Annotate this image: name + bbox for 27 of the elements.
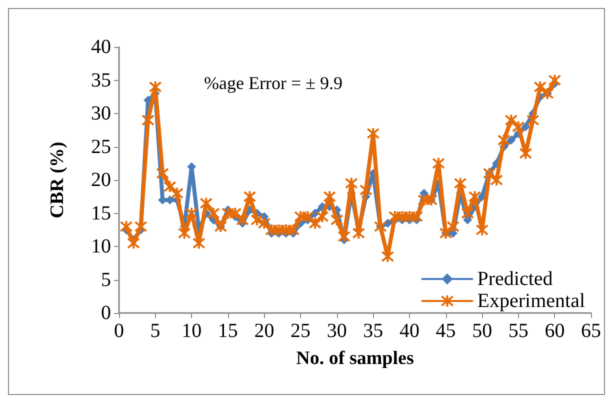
y-tick-label: 35 [91,69,111,92]
x-tick-label: 30 [326,320,347,342]
y-tick-label: 25 [91,136,111,158]
x-tick-label: 35 [363,320,384,342]
y-tick-label: 30 [91,102,111,124]
x-tick-label: 50 [472,320,492,342]
legend-label: Predicted [477,268,553,290]
y-tick-label: 5 [101,268,111,291]
y-axis-title: CBR (%) [47,142,68,218]
y-tick-label: 0 [101,302,111,324]
x-tick-label: 5 [150,320,160,342]
x-tick-label: 60 [544,320,565,342]
annotation: %age Error = ± 9.9 [204,73,342,93]
x-tick-label: 45 [436,320,456,342]
x-tick-label: 15 [218,320,238,342]
y-tick-label: 15 [91,202,111,224]
x-tick-label: 20 [254,320,274,342]
y-tick-label: 20 [91,169,111,191]
x-axis-title: No. of samples [296,348,414,369]
x-tick-label: 40 [399,320,420,342]
x-tick-label: 10 [182,320,202,342]
y-tick-label: 40 [91,36,111,58]
x-tick-label: 55 [508,320,528,342]
legend-label: Experimental [477,290,586,312]
x-tick-label: 25 [290,320,311,342]
x-tick-label: 65 [581,320,601,342]
y-tick-label: 10 [91,236,111,258]
